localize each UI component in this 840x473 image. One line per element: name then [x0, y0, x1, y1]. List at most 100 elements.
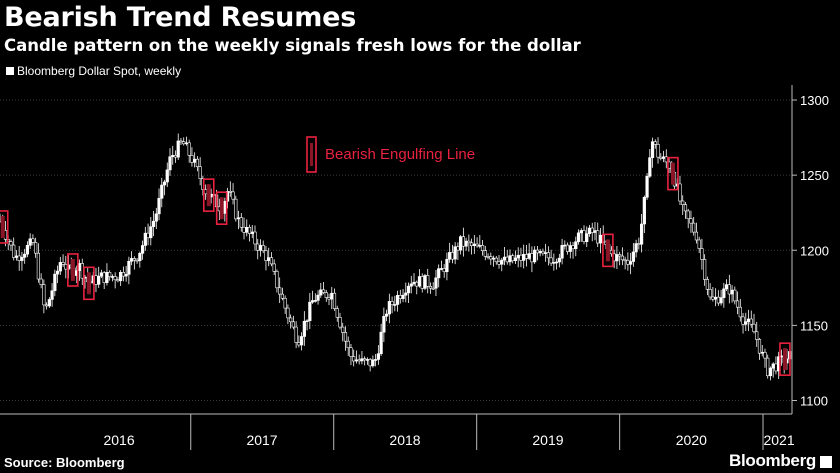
candle-body-195	[533, 249, 537, 263]
candle-body-85	[231, 191, 235, 200]
candle-body-276	[755, 331, 759, 340]
candle-body-177	[483, 250, 487, 257]
candle-layer	[0, 133, 792, 381]
annotation-marker-fill	[310, 143, 313, 166]
candle-body-72	[195, 158, 200, 167]
candle-body-132	[360, 358, 364, 362]
candle-body-269	[735, 300, 740, 308]
candle-body-71	[193, 158, 197, 163]
candle-body-4	[9, 241, 13, 246]
candle-body-191	[522, 254, 526, 261]
candle-body-188	[513, 257, 518, 262]
candle-body-234	[639, 223, 644, 245]
candle-body-253	[692, 222, 696, 233]
candle-body-64	[173, 155, 178, 158]
candle-body-89	[242, 226, 246, 233]
candle-body-176	[480, 245, 485, 251]
candle-body-5	[12, 244, 16, 258]
candle-body-190	[519, 254, 523, 261]
candle-body-166	[453, 246, 457, 260]
annotation-label: Bearish Engulfing Line	[325, 146, 475, 163]
candle-body-189	[516, 254, 520, 259]
candle-body-172	[469, 242, 474, 246]
candle-body-128	[349, 347, 353, 357]
candle-body-106	[289, 317, 293, 323]
candle-body-271	[741, 316, 745, 325]
candle-body-11	[28, 238, 32, 246]
candle-body-75	[204, 189, 208, 195]
axis-layer: 1100 1150 1200 1250 1300 2016 2017 2018 2019 2020…	[0, 85, 829, 450]
candle-body-18	[47, 299, 51, 307]
candle-body-196	[535, 249, 540, 254]
candle-body-101	[275, 271, 279, 289]
candle-body-73	[198, 166, 202, 179]
bearish-engulfing-box-4	[215, 191, 228, 225]
candle-body-183	[500, 259, 504, 265]
candle-body-130	[354, 359, 359, 362]
candle-body-163	[445, 258, 449, 273]
candle-body-229	[626, 259, 630, 265]
bearish-engulfing-candle-4	[219, 197, 224, 220]
candle-body-96	[261, 245, 265, 252]
candle-body-200	[546, 252, 550, 259]
candle-body-156	[426, 275, 430, 287]
candle-body-207	[565, 244, 570, 252]
candle-body-122	[332, 292, 337, 309]
candle-body-115	[313, 300, 317, 302]
candle-body-22	[58, 262, 62, 272]
candle-body-162	[442, 268, 446, 273]
candle-body-270	[738, 306, 742, 318]
candle-body-215	[587, 227, 592, 235]
candle-body-277	[757, 339, 762, 354]
candle-body-227	[620, 255, 624, 261]
candle-body-87	[236, 217, 241, 220]
bearish-engulfing-candle-3	[206, 184, 211, 207]
candle-body-240	[656, 144, 660, 158]
candle-body-173	[472, 243, 476, 246]
x-tick-label-2018: 2018	[389, 432, 420, 448]
candle-body-70	[190, 155, 194, 163]
candle-body-272	[744, 321, 748, 325]
candle-body-235	[642, 196, 646, 225]
candle-body-252	[689, 218, 693, 224]
candle-body-19	[50, 290, 54, 300]
candle-body-142	[387, 301, 391, 315]
candle-body-152	[415, 281, 419, 287]
candle-body-174	[475, 243, 479, 247]
candle-body-262	[716, 296, 720, 304]
candle-body-213	[582, 230, 586, 242]
candle-body-153	[417, 276, 422, 287]
candle-body-218	[596, 230, 600, 244]
candle-body-133	[363, 358, 367, 361]
candle-body-212	[579, 230, 583, 234]
candle-body-55	[149, 226, 153, 239]
candle-body-102	[278, 287, 282, 295]
candle-body-202	[552, 262, 556, 264]
candle-body-151	[412, 281, 416, 285]
candle-body-126	[343, 332, 348, 342]
candle-body-232	[634, 243, 638, 253]
candle-body-113	[308, 301, 312, 322]
candle-body-134	[365, 359, 370, 361]
candle-body-208	[568, 245, 572, 252]
candle-body-150	[409, 283, 413, 287]
candle-body-86	[234, 198, 238, 220]
candle-body-39	[105, 272, 109, 283]
candle-body-53	[143, 232, 147, 246]
candle-body-127	[346, 340, 350, 349]
candle-body-50	[135, 259, 139, 262]
candle-body-210	[574, 241, 578, 250]
bearish-engulfing-candle-6	[670, 162, 675, 185]
candle-body-241	[659, 156, 663, 159]
candle-body-145	[395, 295, 400, 305]
candle-body-16	[42, 284, 46, 306]
candle-body-42	[113, 276, 117, 281]
candle-body-95	[258, 245, 263, 251]
candle-body-46	[124, 274, 128, 277]
candle-body-139	[379, 331, 383, 354]
candle-body-283	[774, 363, 778, 372]
candle-body-10	[25, 245, 30, 255]
candle-body-57	[154, 213, 158, 222]
candle-body-157	[428, 286, 433, 289]
candle-body-242	[661, 156, 666, 159]
